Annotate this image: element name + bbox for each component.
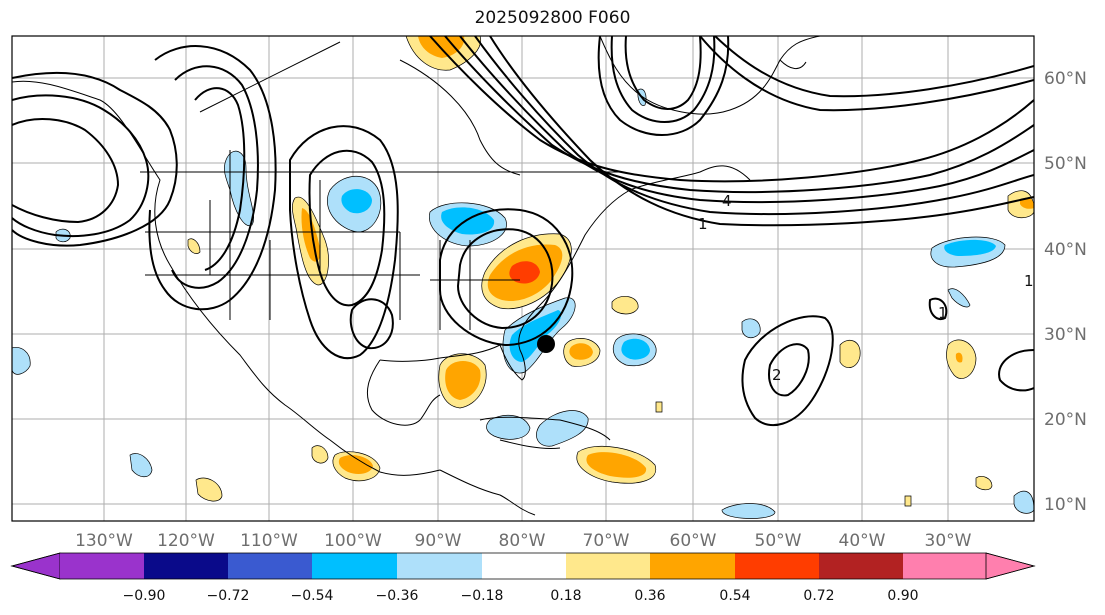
colorbar-segment (566, 553, 650, 579)
colorbar-ticks: −0.90 −0.72 −0.54 −0.36 −0.18 0.18 0.36 … (123, 588, 919, 604)
contour-label: 2 (772, 366, 782, 384)
lon-label: 130°W (75, 531, 133, 551)
anomaly-positive (338, 455, 373, 474)
colorbar-segment (482, 553, 566, 579)
colorbar-tick: −0.36 (376, 588, 419, 604)
anomaly-negative (341, 189, 372, 214)
contour-label: 1 (1024, 272, 1034, 290)
map-content: 4 1 1 1 2 (12, 36, 1034, 521)
lat-label: 10°N (1044, 495, 1087, 515)
colorbar (10, 552, 1036, 580)
map-title: 2025092800 F060 (474, 8, 631, 28)
anomaly-positive (195, 477, 223, 502)
anomaly-positive (611, 295, 639, 315)
longitude-labels: 130°W 120°W 110°W 100°W 90°W 80°W 70°W 6… (75, 531, 972, 551)
colorbar-tick: 0.18 (550, 588, 581, 604)
lon-label: 90°W (415, 531, 462, 551)
lon-label: 50°W (755, 531, 802, 551)
anomaly-negative (509, 310, 562, 362)
colorbar-tick: 0.90 (887, 588, 918, 604)
anomaly-negative (486, 414, 531, 440)
lat-label: 50°N (1044, 154, 1087, 174)
anomaly-positive (445, 361, 481, 400)
colorbar-tick: −0.54 (291, 588, 334, 604)
anomaly-positive (187, 238, 201, 254)
anomaly-positive (1020, 197, 1034, 209)
colorbar-tick: −0.18 (461, 588, 504, 604)
colorbar-tick: 0.54 (719, 588, 750, 604)
anomaly-negative (944, 239, 996, 256)
anomaly-positive (569, 343, 593, 360)
colorbar-segment (819, 553, 903, 579)
colorbar-segment (903, 553, 986, 579)
latitude-labels: 60°N 50°N 40°N 30°N 20°N 10°N (1044, 69, 1087, 515)
anomaly-negative (947, 288, 971, 308)
colorbar-segment (228, 553, 312, 579)
anomaly-positive (311, 445, 329, 464)
lon-label: 100°W (324, 531, 382, 551)
colorbar-segment (144, 553, 228, 579)
lon-label: 70°W (583, 531, 630, 551)
lat-label: 30°N (1044, 325, 1087, 345)
contours (12, 36, 1034, 427)
colorbar-segment (650, 553, 735, 579)
anomaly-negative (12, 346, 31, 375)
lon-label: 40°W (839, 531, 886, 551)
lat-label: 40°N (1044, 240, 1087, 260)
anomaly-negative (621, 338, 650, 360)
anomaly-positive (839, 339, 861, 369)
anomaly-positive (301, 208, 321, 262)
contour-label: 4 (722, 192, 732, 210)
colorbar-tick: −0.72 (207, 588, 250, 604)
anomaly-positive (655, 401, 663, 413)
colorbar-segment (397, 553, 482, 579)
colorbar-outline (10, 552, 1036, 580)
colorbar-tick: 0.72 (803, 588, 834, 604)
anomaly-positive (955, 352, 963, 363)
contour-label: 1 (698, 215, 708, 233)
anomaly-negative (741, 318, 761, 339)
lon-label: 110°W (240, 531, 298, 551)
shaded-anomalies (12, 36, 1034, 519)
colorbar-max-extend (985, 552, 1036, 580)
lon-label: 60°W (670, 531, 717, 551)
colorbar-segment (312, 553, 397, 579)
colorbar-segment (735, 553, 819, 579)
lat-label: 20°N (1044, 410, 1087, 430)
anomaly-negative (129, 453, 153, 478)
contour-label: 1 (938, 304, 948, 322)
anomaly-positive (509, 261, 540, 284)
lon-label: 30°W (925, 531, 972, 551)
contour-labels: 4 1 1 1 2 (698, 192, 1034, 384)
anomaly-negative (224, 150, 254, 227)
anomaly-positive (975, 476, 993, 491)
lon-label: 120°W (157, 531, 215, 551)
map-border (11, 35, 1035, 522)
lat-label: 60°N (1044, 69, 1087, 89)
anomaly-positive (586, 452, 647, 478)
colorbar-segment (60, 553, 144, 579)
anomaly-positive (904, 495, 912, 507)
anomaly-negative (721, 503, 776, 519)
coastlines (12, 36, 821, 516)
colorbar-tick: −0.90 (123, 588, 166, 604)
storm-position-marker (537, 335, 555, 353)
lon-label: 80°W (499, 531, 546, 551)
colorbar-tick: 0.36 (634, 588, 665, 604)
colorbar-min-extend (10, 552, 61, 580)
